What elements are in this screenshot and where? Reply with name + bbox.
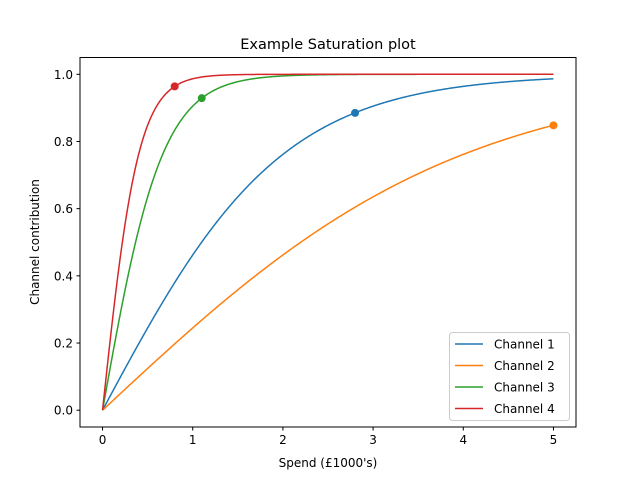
- series-line-channel-1: [101, 78, 554, 411]
- x-tick-label: 2: [279, 433, 287, 447]
- legend-label-channel-4: Channel 4: [494, 402, 555, 416]
- x-axis-label: Spend (£1000's): [279, 456, 378, 470]
- y-tick-label: 1.0: [54, 68, 73, 82]
- series-marker-channel-4: [170, 82, 179, 91]
- x-tick-label: 1: [189, 433, 197, 447]
- series-marker-channel-1: [351, 108, 360, 117]
- legend-label-channel-1: Channel 1: [494, 338, 555, 352]
- series-line-channel-2: [102, 124, 554, 411]
- y-tick-label: 0.0: [54, 404, 73, 418]
- legend-frame: [449, 332, 570, 421]
- x-tick-label: 5: [550, 433, 558, 447]
- series-marker-channel-3: [197, 94, 206, 103]
- legend: Channel 1 Channel 2 Channel 3 Channel 4: [449, 332, 570, 421]
- plot-area-frame: [79, 57, 577, 428]
- x-tick-label: 4: [459, 433, 467, 447]
- axis-ticks: 0 1 2 3 4 5 0.0 0.2 0.4 0.6 0.8 1.0: [54, 68, 557, 447]
- legend-label-channel-3: Channel 3: [494, 381, 555, 395]
- y-tick-label: 0.8: [54, 135, 73, 149]
- y-tick-label: 0.4: [54, 269, 73, 283]
- series-markers: [170, 82, 558, 130]
- series-marker-channel-2: [549, 121, 558, 130]
- x-tick-label: 0: [99, 433, 107, 447]
- y-tick-label: 0.2: [54, 337, 73, 351]
- y-tick-label: 0.6: [54, 202, 73, 216]
- y-axis-label: Channel contribution: [28, 179, 42, 305]
- legend-label-channel-2: Channel 2: [494, 359, 555, 373]
- x-tick-label: 3: [369, 433, 377, 447]
- chart-title: Example Saturation plot: [240, 37, 416, 53]
